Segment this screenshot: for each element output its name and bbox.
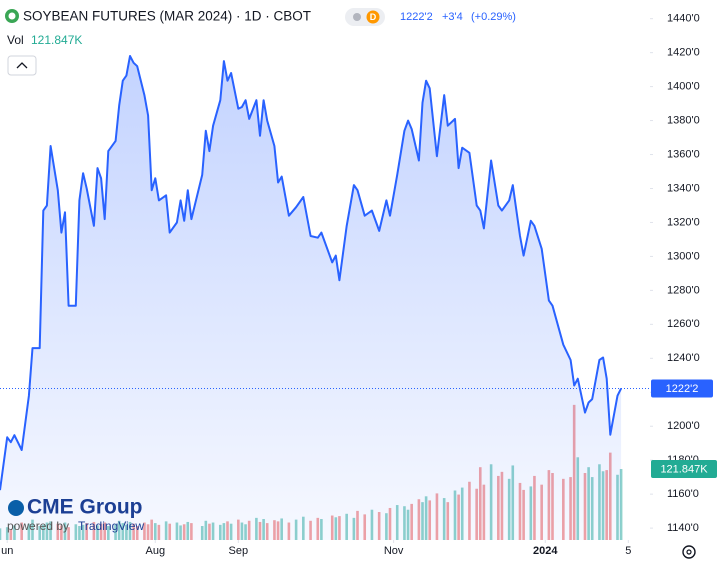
chart-title: SOYBEAN FUTURES (MAR 2024) · 1D · CBOT: [23, 9, 311, 24]
last-price-tag: [651, 379, 713, 398]
badge-circle: [366, 10, 380, 24]
y-tick-label: 1380'0: [667, 114, 700, 126]
y-tick-label: 1160'0: [667, 488, 699, 500]
y-tick-label: 1200'0: [667, 420, 700, 432]
y-tick-label: 1360'0: [667, 148, 700, 160]
x-tick-label: Nov: [384, 545, 404, 557]
area-fill: [0, 56, 622, 540]
last-price-label: 1222'2: [666, 383, 699, 395]
symbol-icon-inner: [8, 12, 16, 20]
logo-globe: [8, 500, 24, 516]
collapse-icon: [16, 62, 28, 69]
y-tick-label: 1140'0: [667, 522, 699, 534]
settings-button[interactable]: [682, 545, 696, 559]
x-tick-label: 5: [625, 545, 631, 557]
x-tick-label: un: [1, 545, 13, 557]
settings-icon: [686, 549, 692, 555]
y-tick-label: 1260'0: [667, 318, 700, 330]
volume-tag: [651, 460, 717, 479]
y-tick-label: 1240'0: [667, 352, 700, 364]
badge-dot: [353, 13, 361, 21]
platform: TradingView: [78, 519, 144, 533]
header-change-pct: (+0.29%): [471, 11, 516, 23]
y-tick-label: 1440'0: [667, 13, 700, 25]
logo-text: CME Group: [27, 496, 143, 519]
y-tick-label: 1300'0: [667, 250, 700, 262]
volume-legend-value: 121.847K: [31, 33, 82, 47]
y-tick-label: 1320'0: [667, 216, 700, 228]
y-tick-label: 1420'0: [667, 47, 700, 59]
y-tick-label: 1400'0: [667, 81, 700, 93]
header-price: 1222'2: [400, 11, 433, 23]
header-change: +3'4: [442, 11, 463, 23]
volume-legend-name: Vol: [7, 33, 24, 47]
x-tick-label: Aug: [145, 545, 165, 557]
volume-bar: [619, 469, 623, 540]
x-tick-label: Sep: [229, 545, 249, 557]
powered-by: powered by: [7, 519, 69, 533]
plot-area: [0, 55, 623, 540]
collapse-button[interactable]: [7, 55, 37, 76]
price-line: [0, 55, 622, 491]
volume-tag-label: 121.847K: [660, 463, 708, 475]
y-tick-label: 1280'0: [667, 284, 700, 296]
y-tick-label: 1340'0: [667, 182, 700, 194]
interval-badge: D: [370, 12, 377, 22]
x-tick-label: 2024: [533, 545, 558, 557]
